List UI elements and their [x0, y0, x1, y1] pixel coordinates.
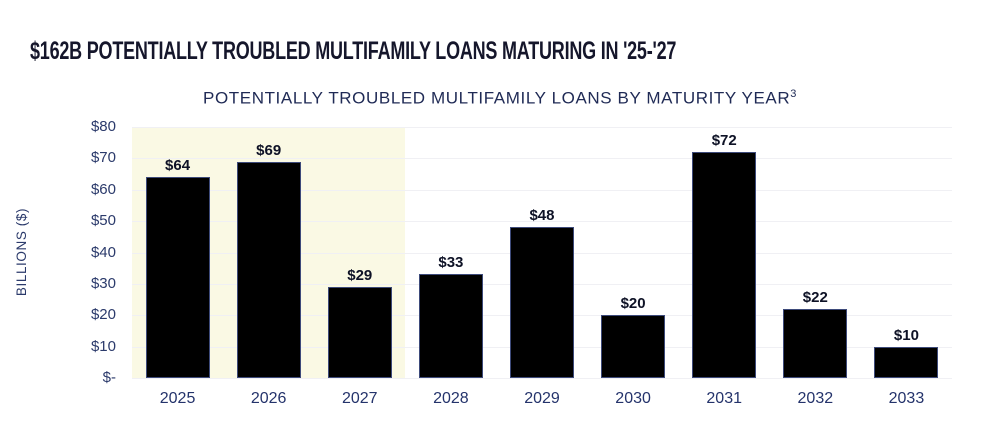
- x-tick-label-2025: 2025: [159, 390, 196, 407]
- y-tick-label: $80: [90, 118, 116, 135]
- bar-value-label-2028: $33: [438, 254, 464, 272]
- y-tick-label: $70: [90, 149, 116, 167]
- bar-2030: [601, 315, 666, 378]
- bar-2031: [692, 152, 757, 378]
- x-tick-label-2033: 2033: [888, 390, 925, 407]
- plot-area: $64 $69 $29 $33 $48 $20 $72 $22 $10: [132, 127, 952, 379]
- gridline: [132, 189, 952, 191]
- bar-value-label-2027: $29: [347, 267, 373, 285]
- y-tick-label: $-: [102, 369, 116, 386]
- bar-value-label-2030: $20: [620, 295, 646, 313]
- x-tick-label-2032: 2032: [797, 390, 834, 407]
- x-axis: 2025 2026 2027 2028 2029 2030 2031 2032 2033: [132, 390, 952, 410]
- bar-value-label-2032: $22: [802, 288, 828, 306]
- bar-value-label-2029: $48: [529, 207, 555, 225]
- bar-value-label-2031: $72: [711, 132, 737, 150]
- y-tick-label: $60: [90, 180, 116, 198]
- x-tick-label-2029: 2029: [524, 390, 560, 407]
- y-axis-title: BILLIONS ($): [14, 207, 29, 297]
- gridline: [132, 127, 952, 128]
- chart-title-text: POTENTIALLY TROUBLED MULTIFAMILY LOANS B…: [203, 88, 791, 108]
- y-tick-label: $10: [90, 337, 116, 355]
- y-tick-label: $30: [90, 274, 116, 292]
- bar-2033: [874, 346, 939, 378]
- chart-title-superscript: 3: [790, 88, 797, 100]
- bar-value-label-2025: $64: [165, 157, 191, 175]
- x-tick-label-2031: 2031: [706, 390, 742, 407]
- bar-2029: [510, 227, 574, 378]
- bar-2032: [783, 308, 848, 378]
- gridline: [132, 221, 952, 223]
- x-tick-label-2028: 2028: [433, 390, 469, 407]
- y-tick-label: $20: [90, 306, 116, 324]
- bar-2026: [236, 161, 301, 378]
- gridline: [132, 158, 952, 160]
- chart-title: POTENTIALLY TROUBLED MULTIFAMILY LOANS B…: [0, 88, 1000, 109]
- x-tick-label-2027: 2027: [341, 390, 378, 407]
- page-title: $162B POTENTIALLY TROUBLED MULTIFAMILY L…: [30, 37, 677, 65]
- bar-value-label-2033: $10: [893, 326, 919, 344]
- y-tick-label: $40: [90, 243, 116, 261]
- x-tick-label-2026: 2026: [250, 390, 287, 407]
- bar-value-label-2026: $69: [256, 141, 282, 159]
- x-tick-label-2030: 2030: [615, 390, 651, 407]
- y-tick-label: $50: [90, 212, 116, 230]
- bar-2025: [145, 177, 210, 378]
- bar-2028: [418, 274, 483, 378]
- bar-2027: [327, 287, 392, 378]
- y-axis: $80 $70 $60 $50 $40 $30 $20 $10 $-: [40, 118, 116, 386]
- gridline: [132, 378, 952, 379]
